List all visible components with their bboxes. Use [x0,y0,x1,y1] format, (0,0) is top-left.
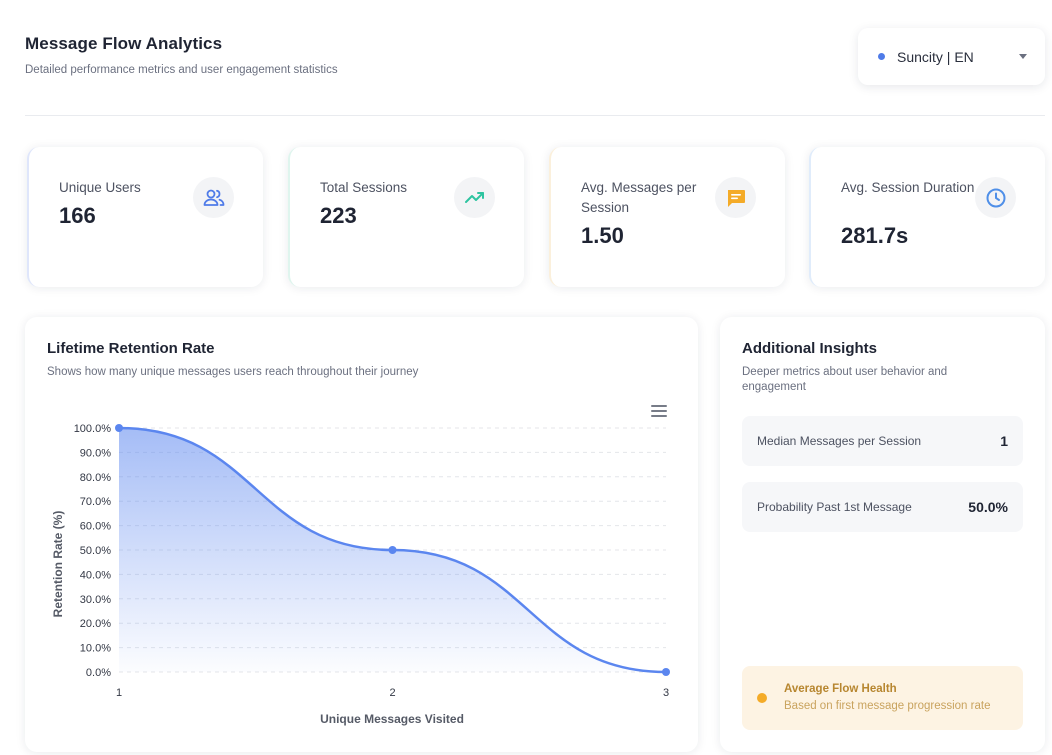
stat-value: 1.50 [581,223,624,248]
health-status-dot [757,693,767,703]
stat-value: 281.7s [841,223,909,248]
y-tick-label: 20.0% [80,618,111,630]
stat-card-unique-users: Unique Users 166 [27,147,263,287]
retention-chart: 0.0% 10.0% 20.0% 30.0% 40.0% 50.0% 60.0% 70.0% 8… [51,423,670,726]
insights-subtitle: Deeper metrics about user behavior and e… [742,366,948,393]
header-divider [25,115,1045,116]
stat-label: Avg. Session Duration [841,180,975,195]
stat-card-avg-messages: Avg. Messages per Session 1.50 [549,147,785,287]
metric-label: Median Messages per Session [757,434,922,448]
y-tick-label: 80.0% [80,472,111,484]
x-tick-label: 3 [663,687,669,699]
metric-value: 1 [1000,433,1008,449]
data-point[interactable] [662,668,670,676]
page-title: Message Flow Analytics [25,34,223,53]
stat-card-avg-duration: Avg. Session Duration 281.7s [809,147,1045,287]
stat-label: Unique Users [59,180,141,195]
hamburger-menu-icon[interactable] [651,405,667,417]
data-point[interactable] [115,424,123,432]
chevron-down-icon [1019,54,1027,59]
health-title: Average Flow Health [784,683,897,695]
x-tick-label: 2 [389,687,395,699]
stat-value: 223 [320,203,357,228]
page-subtitle: Detailed performance metrics and user en… [25,64,338,76]
y-tick-label: 40.0% [80,569,111,581]
retention-chart-card: Lifetime Retention Rate Shows how many u… [25,317,698,752]
y-tick-label: 0.0% [86,667,111,679]
y-tick-label: 60.0% [80,521,111,533]
insights-title: Additional Insights [742,340,877,357]
metric-row-probability: Probability Past 1st Message 50.0% [742,482,1023,532]
flow-health-box: Average Flow Health Based on first messa… [742,666,1023,730]
metric-label: Probability Past 1st Message [757,500,912,514]
trending-up-icon [454,177,495,218]
y-tick-label: 70.0% [80,496,111,508]
y-tick-label: 100.0% [74,423,112,435]
stat-value: 166 [59,203,96,228]
status-dot [878,53,885,60]
stat-card-total-sessions: Total Sessions 223 [288,147,524,287]
message-icon [715,177,756,218]
y-tick-label: 10.0% [80,643,111,655]
stat-label: Avg. Messages per Session [581,180,697,215]
x-axis-label: Unique Messages Visited [320,712,464,726]
language-select[interactable]: Suncity | EN [858,28,1045,85]
insights-card: Additional Insights Deeper metrics about… [720,317,1045,752]
language-select-value: Suncity | EN [897,48,974,65]
metric-row-median-messages: Median Messages per Session 1 [742,416,1023,466]
health-subtitle: Based on first message progression rate [784,700,991,712]
metric-value: 50.0% [968,499,1008,515]
data-point[interactable] [388,546,397,554]
y-tick-label: 50.0% [80,545,111,557]
y-tick-label: 30.0% [80,594,111,606]
y-axis-label: Retention Rate (%) [51,511,65,618]
stat-label: Total Sessions [320,180,408,195]
users-icon [193,177,234,218]
x-tick-label: 1 [116,687,122,699]
chart-title: Lifetime Retention Rate [47,340,215,357]
page-header: Message Flow Analytics Detailed performa… [25,34,338,76]
y-tick-label: 90.0% [80,447,111,459]
clock-icon [975,177,1016,218]
chart-subtitle: Shows how many unique messages users rea… [47,366,419,378]
